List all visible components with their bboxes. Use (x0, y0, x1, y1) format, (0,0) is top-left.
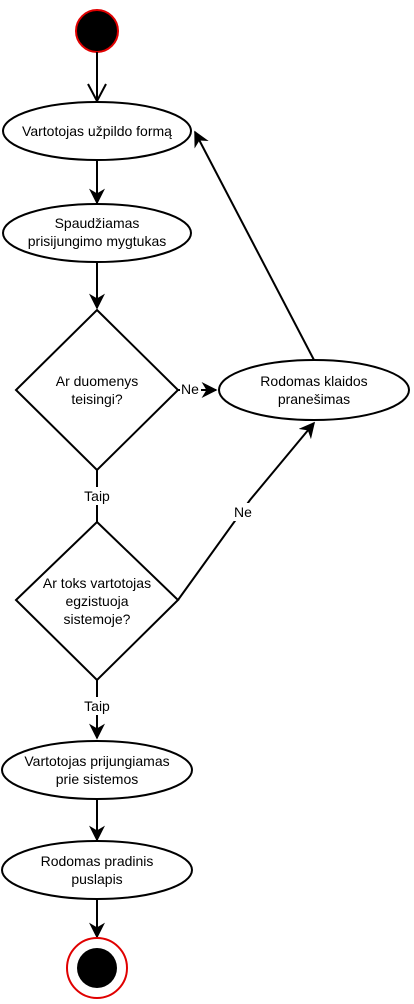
action-user-logged-in: Vartotojas prijungiamas prie sistemos (1, 740, 193, 800)
edge-user-not-exists-label: Ne (234, 504, 252, 520)
action-press-login-label-line2: prisijungimo mygtukas (28, 233, 167, 249)
decision-data-correct-label-line1: Ar duomenys (56, 373, 138, 389)
action-error-shown-label-line2: pranešimas (278, 391, 350, 407)
edge-data-incorrect: Ne (178, 380, 218, 398)
decision-data-correct: Ar duomenys teisingi? (14, 308, 180, 472)
action-error-shown-label-line1: Rodomas klaidos (260, 373, 367, 389)
action-fill-form-label: Vartotojas užpildo formą (22, 123, 172, 139)
decision-data-correct-label-line2: teisingi? (71, 391, 123, 407)
action-user-logged-in-label-line2: prie sistemos (56, 771, 138, 787)
edge-data-correct: Taip (82, 470, 112, 522)
edge-user-not-exists: Ne (177, 421, 316, 601)
action-press-login-label-line1: Spaudžiamas (55, 215, 140, 231)
action-home-shown-label-line2: puslapis (71, 871, 122, 887)
edge-error-to-fill-form (194, 130, 315, 361)
action-fill-form: Vartotojas užpildo formą (2, 101, 192, 161)
decision-user-exists-label-line1: Ar toks vartotojas (43, 575, 151, 591)
initial-node (75, 9, 119, 53)
action-press-login: Spaudžiamas prisijungimo mygtukas (2, 203, 192, 263)
edge-user-exists: Taip (82, 680, 112, 740)
edge-data-correct-label: Taip (84, 488, 110, 504)
final-node (66, 937, 128, 999)
decision-user-exists-label-line3: sistemoje? (64, 611, 131, 627)
edge-start-to-fill-form (87, 52, 107, 104)
action-user-logged-in-label-line1: Vartotojas prijungiamas (24, 753, 169, 769)
decision-user-exists-label-line2: egzistuoja (65, 593, 128, 609)
action-home-shown-label-line1: Rodomas pradinis (41, 853, 154, 869)
action-error-shown: Rodomas klaidos pranešimas (218, 359, 410, 421)
edge-data-incorrect-label: Ne (181, 381, 199, 397)
edge-user-exists-label: Taip (84, 698, 110, 714)
decision-user-exists: Ar toks vartotojas egzistuoja sistemoje? (14, 520, 180, 682)
action-home-shown: Rodomas pradinis puslapis (1, 840, 193, 900)
